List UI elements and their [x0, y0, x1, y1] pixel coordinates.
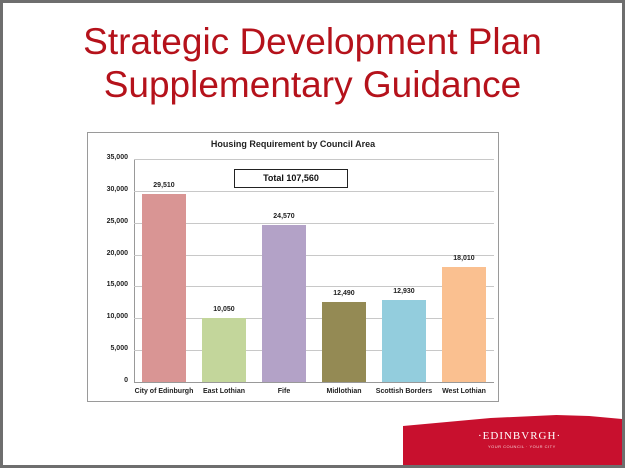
x-category-label: West Lothian [442, 388, 486, 395]
bar-value-label: 24,570 [273, 213, 295, 221]
housing-bar-chart: Housing Requirement by Council Area Tota… [87, 132, 499, 402]
y-tick-label: 5,000 [110, 345, 128, 353]
y-tick-label: 20,000 [106, 249, 128, 257]
bar-value-label: 29,510 [153, 181, 175, 189]
gridline [134, 318, 494, 320]
x-category-label: Fife [277, 388, 291, 395]
gridline [134, 222, 494, 224]
logo-wordmark: ·EDINBVRGH· [478, 430, 562, 442]
logo-tagline: YOUR COUNCIL · YOUR CITY [488, 444, 556, 449]
x-axis [134, 382, 494, 383]
y-tick-label: 0 [124, 377, 128, 384]
y-axis [134, 159, 135, 383]
slide-title-line2: Supplementary Guidance [103, 64, 522, 105]
bar-value-label: 12,930 [393, 287, 415, 295]
x-category-label: City of Edinburgh [134, 388, 194, 395]
bar [202, 317, 246, 382]
x-category-label: Scottish Borders [375, 388, 433, 395]
edinburgh-logo: ·EDINBVRGH· YOUR COUNCIL · YOUR CITY [403, 415, 622, 465]
slide: Strategic Development Plan Supplementary… [3, 3, 622, 465]
total-annotation: Total 107,560 [234, 169, 348, 188]
gridline [134, 190, 494, 192]
y-tick-label: 15,000 [106, 281, 128, 289]
bar [142, 193, 186, 382]
y-tick-label: 30,000 [106, 185, 128, 193]
chart-title: Housing Requirement by Council Area [210, 139, 376, 149]
bar [382, 299, 426, 382]
bar [442, 267, 486, 382]
slide-title-line1: Strategic Development Plan [83, 21, 542, 62]
x-category-label: Midlothian [326, 388, 362, 395]
bar [322, 302, 366, 382]
gridline [134, 286, 494, 288]
bar-value-label: 18,010 [453, 255, 475, 263]
gridline [134, 159, 494, 160]
bar [262, 225, 306, 382]
y-tick-label: 35,000 [106, 154, 128, 161]
gridline [134, 350, 494, 352]
bar-value-label: 10,050 [213, 305, 235, 313]
y-tick-label: 25,000 [106, 217, 128, 225]
y-tick-label: 10,000 [106, 313, 128, 321]
gridline [134, 254, 494, 256]
x-category-label: East Lothian [202, 388, 245, 395]
bar-value-label: 12,490 [333, 290, 355, 298]
